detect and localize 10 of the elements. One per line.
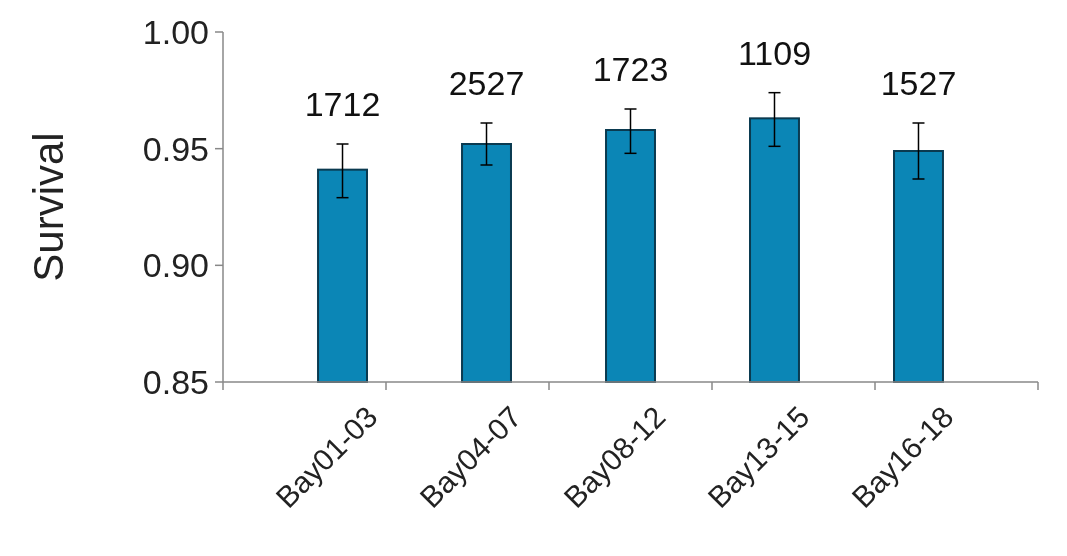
annotation: 1723 (592, 50, 669, 88)
y-tick-label: 0.95 (142, 129, 209, 168)
annotation: 1712 (304, 85, 381, 123)
annotation: 1527 (880, 64, 957, 102)
y-tick-label: 0.85 (142, 362, 209, 401)
y-axis-title: Survival (25, 132, 72, 282)
annotation: 1109 (737, 33, 812, 72)
y-tick-label: 1.00 (142, 12, 209, 51)
y-tick-label: 0.90 (142, 246, 209, 285)
annotation: 2527 (448, 64, 525, 102)
